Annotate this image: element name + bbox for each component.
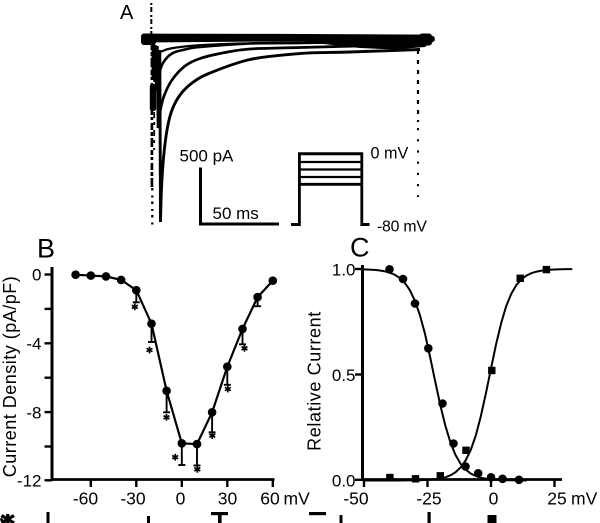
svg-text:50 ms: 50 ms bbox=[213, 204, 259, 223]
svg-text:500 pA: 500 pA bbox=[180, 147, 235, 166]
svg-text:-60: -60 bbox=[73, 489, 99, 509]
svg-text:mV: mV bbox=[571, 489, 598, 509]
svg-text:-4: -4 bbox=[26, 335, 41, 354]
svg-text:-80 mV: -80 mV bbox=[377, 219, 427, 236]
svg-text:C: C bbox=[350, 233, 370, 263]
svg-text:0.0: 0.0 bbox=[332, 472, 356, 491]
svg-text:A: A bbox=[120, 2, 134, 24]
svg-text:0: 0 bbox=[176, 489, 186, 509]
svg-text:25: 25 bbox=[547, 489, 566, 509]
svg-text:-30: -30 bbox=[120, 489, 146, 509]
svg-text:mV: mV bbox=[284, 489, 311, 509]
svg-text:-25: -25 bbox=[416, 489, 441, 509]
svg-text:Relative Current: Relative Current bbox=[305, 311, 325, 451]
svg-text:0: 0 bbox=[32, 266, 41, 285]
svg-text:Current Density (pA/pF): Current Density (pA/pF) bbox=[0, 276, 20, 478]
svg-text:-12: -12 bbox=[17, 472, 42, 491]
svg-text:-50: -50 bbox=[343, 489, 369, 509]
svg-text:60: 60 bbox=[260, 489, 280, 509]
svg-text:0 mV: 0 mV bbox=[371, 145, 409, 163]
svg-text:0.5: 0.5 bbox=[332, 366, 356, 385]
svg-text:B: B bbox=[37, 234, 55, 264]
svg-text:-8: -8 bbox=[26, 403, 41, 422]
svg-text:1.0: 1.0 bbox=[332, 261, 356, 280]
svg-text:30: 30 bbox=[218, 489, 238, 509]
svg-text:0: 0 bbox=[489, 489, 499, 509]
